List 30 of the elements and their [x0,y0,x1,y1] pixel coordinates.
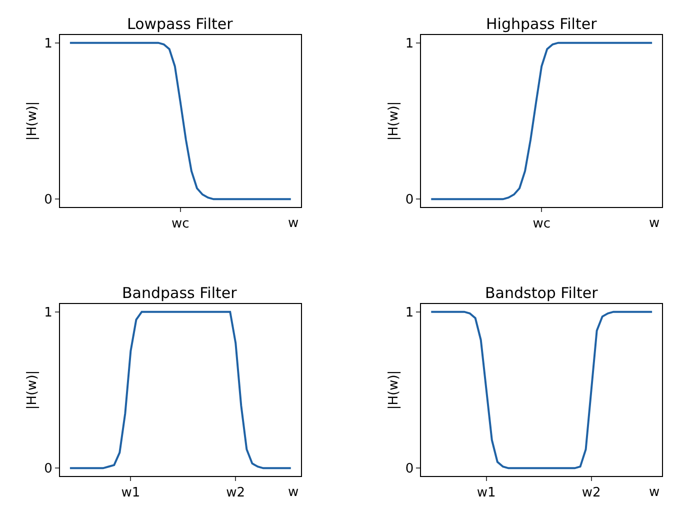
x-tick-label: w1 [121,486,140,501]
y-tick-label: 0 [44,462,52,477]
y-tick-label: 1 [44,36,52,52]
chart-title: Bandpass Filter [122,284,238,302]
y-axis-title: |H(w)| [25,101,40,141]
y-tick-label: 0 [405,192,414,208]
line-series [430,42,654,200]
line-series [430,310,654,470]
x-tick-label: wc [532,216,550,232]
y-tick-label: 1 [405,305,414,320]
x-tick-label: w1 [476,486,496,501]
x-axis-title: w [649,216,660,231]
x-tick-label: w2 [582,486,601,501]
y-tick-label: 0 [44,192,52,208]
y-axis-title: |H(w)| [386,101,402,141]
x-tick-label: w2 [226,486,246,501]
x-axis-title: w [288,216,299,231]
x-axis-title: w [288,485,299,500]
y-tick-label: 1 [405,36,414,52]
x-axis-title: w [649,485,660,500]
y-axis-title: |H(w)| [25,370,40,410]
chart-title: Highpass Filter [486,15,598,33]
chart-title: Bandstop Filter [485,284,599,302]
x-tick-label: wc [172,216,190,232]
line-series [68,42,292,200]
y-axis-title: |H(w)| [386,370,402,410]
line-series [68,310,292,470]
chart-title: Lowpass Filter [127,15,234,33]
y-tick-label: 0 [405,462,414,477]
y-tick-label: 1 [44,305,52,320]
